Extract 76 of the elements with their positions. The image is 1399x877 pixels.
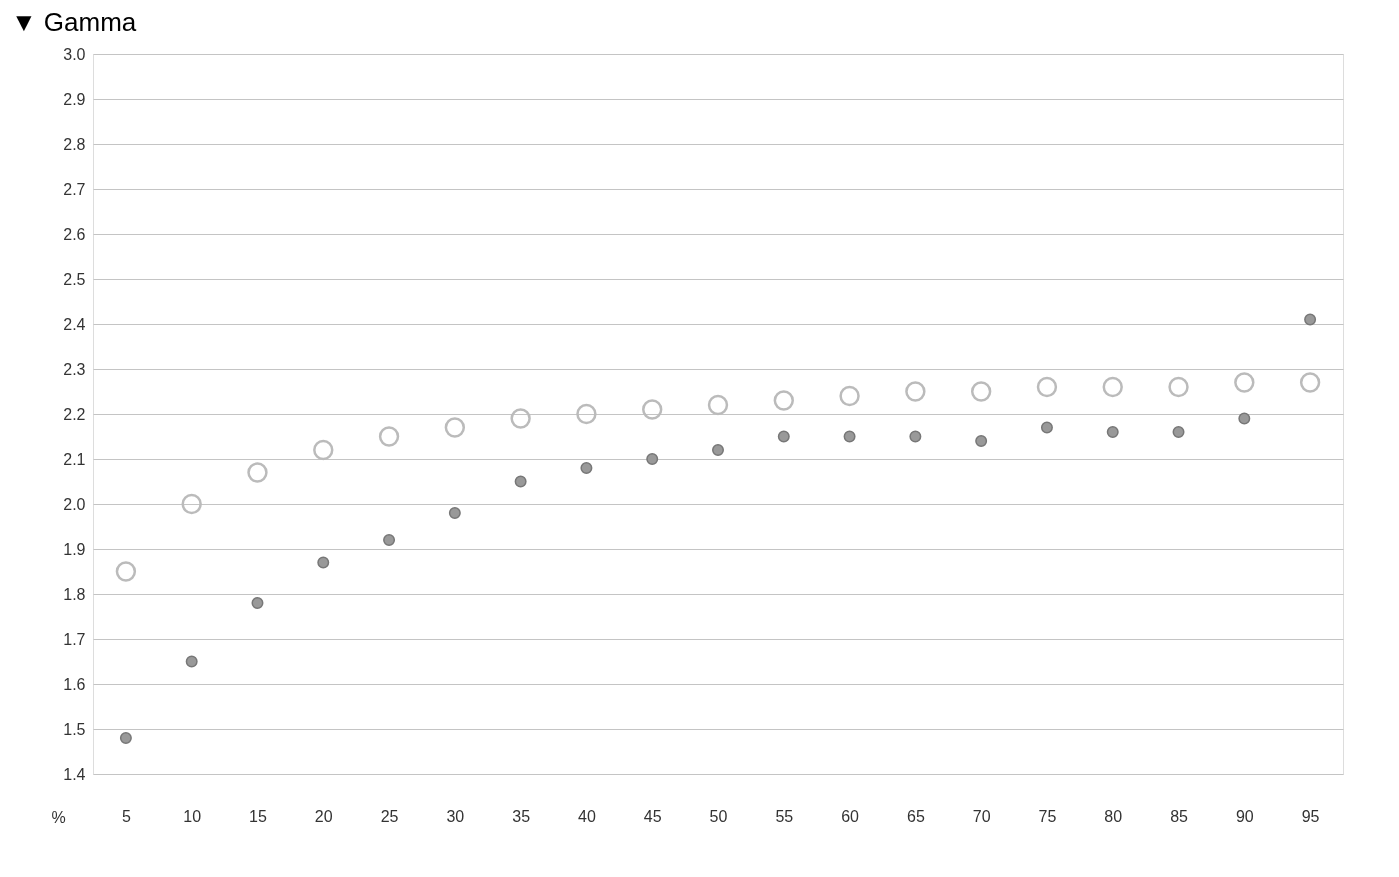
x-tick-label: 40 (578, 807, 596, 825)
point (119, 732, 132, 744)
point (905, 381, 926, 402)
point (115, 561, 137, 582)
y-tick-label: 2.0 (63, 495, 86, 513)
x-tick-label: 30 (446, 807, 465, 825)
point (580, 462, 593, 474)
x-tick-label: 10 (183, 807, 202, 825)
x-tick-label: 15 (249, 807, 267, 825)
point (378, 426, 400, 447)
point (1168, 376, 1189, 398)
point (383, 534, 396, 546)
y-tick-label: 2.9 (63, 90, 86, 108)
y-tick-label: 2.1 (63, 450, 86, 468)
x-tick-label: 25 (380, 807, 399, 825)
x-tick-label: 60 (841, 807, 860, 825)
x-axis-title: % (51, 808, 66, 826)
point (181, 493, 202, 515)
point (777, 430, 790, 443)
y-tick-label: 1.7 (63, 630, 86, 648)
point (444, 417, 466, 438)
y-tick-label: 2.7 (63, 180, 86, 198)
y-tick-label: 2.4 (63, 315, 86, 333)
point (1299, 372, 1321, 393)
point (1036, 376, 1058, 398)
point (247, 462, 268, 483)
point (317, 556, 330, 569)
x-tick-label: 35 (512, 807, 531, 825)
y-tick-label: 2.5 (63, 270, 86, 288)
x-tick-label: 75 (1038, 807, 1057, 825)
y-tick-label: 1.5 (63, 720, 86, 738)
point (1102, 376, 1123, 398)
y-tick-label: 2.3 (63, 360, 86, 378)
point (646, 453, 659, 465)
point (514, 475, 527, 488)
chart-title: ▼ Gamma (10, 7, 137, 37)
point (839, 385, 860, 407)
point (975, 435, 988, 447)
point (970, 381, 992, 402)
y-tick-label: 2.8 (63, 135, 86, 153)
point (185, 655, 198, 668)
y-tick-label: 3.0 (63, 45, 86, 63)
point (773, 390, 794, 411)
point (1040, 421, 1053, 434)
point (642, 399, 663, 420)
y-tick-label: 2.6 (63, 225, 86, 243)
y-tick-label: 2.2 (63, 405, 86, 423)
x-tick-label: 55 (775, 807, 794, 825)
point (313, 439, 334, 461)
point (712, 444, 724, 456)
y-tick-label: 1.8 (63, 585, 86, 603)
point (1238, 412, 1251, 425)
point (1304, 313, 1317, 326)
point (1106, 426, 1119, 438)
point (1234, 372, 1255, 393)
point (510, 408, 531, 429)
x-tick-label: 45 (643, 807, 662, 825)
point (1172, 426, 1185, 438)
point (251, 597, 264, 609)
point (909, 430, 922, 443)
x-tick-label: 70 (972, 807, 991, 825)
x-tick-label: 85 (1170, 807, 1189, 825)
point (843, 430, 856, 443)
x-tick-label: 50 (709, 807, 728, 825)
point (707, 394, 729, 416)
x-tick-label: 80 (1104, 807, 1123, 825)
x-tick-label: 5 (121, 807, 131, 825)
y-tick-label: 1.9 (63, 540, 86, 558)
y-tick-label: 1.4 (63, 765, 86, 783)
x-tick-label: 90 (1235, 807, 1254, 825)
point (448, 507, 461, 519)
x-tick-label: 65 (906, 807, 925, 825)
point (576, 403, 597, 425)
y-tick-label: 1.6 (63, 675, 86, 693)
x-tick-label: 20 (314, 807, 333, 825)
x-tick-label: 95 (1301, 807, 1320, 825)
